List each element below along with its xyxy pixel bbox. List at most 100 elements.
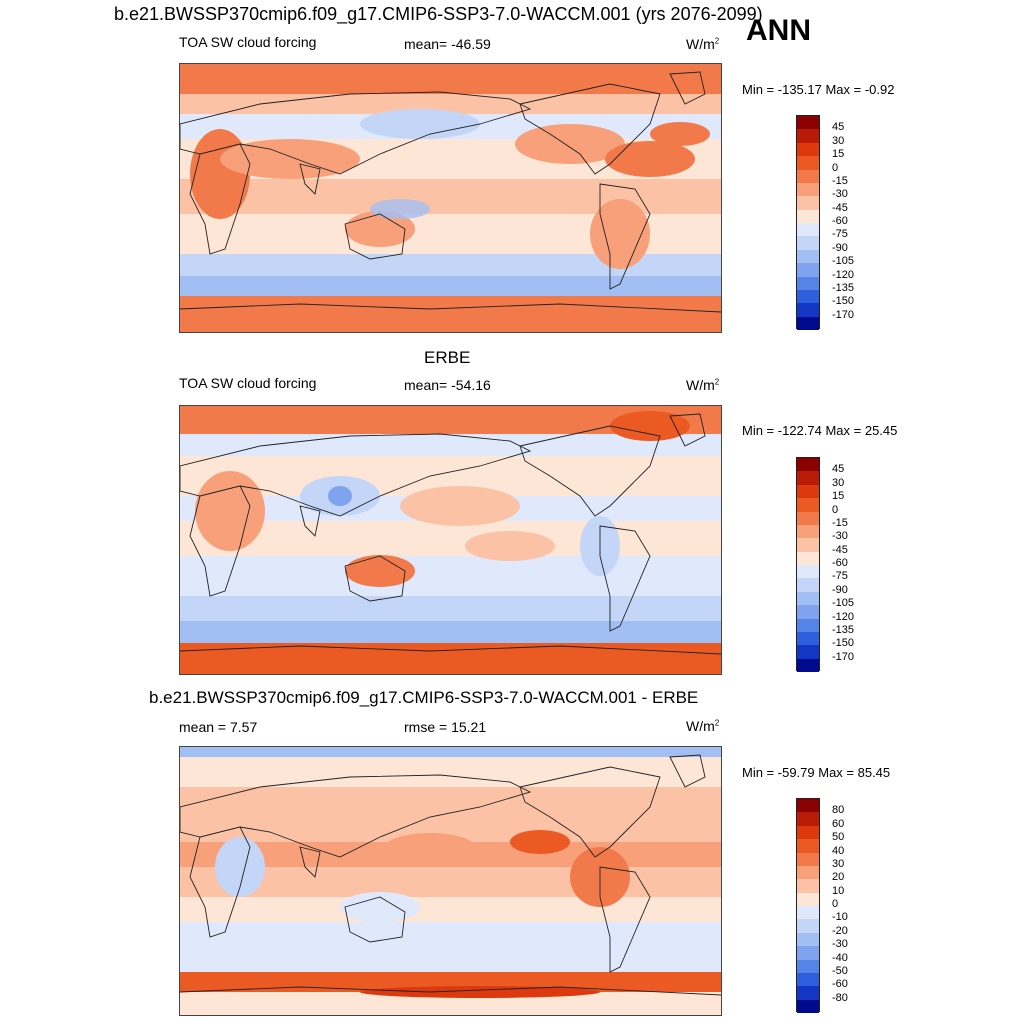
colorbar-tick-label: 30 xyxy=(832,857,845,870)
colorbar-swatch xyxy=(797,156,819,170)
page-title: b.e21.BWSSP370cmip6.f09_g17.CMIP6-SSP3-7… xyxy=(114,4,763,24)
colorbar-tick-label: -10 xyxy=(832,911,848,924)
colorbar-swatch xyxy=(797,169,819,183)
panel2-minmax: Min = -122.74 Max = 25.45 xyxy=(742,423,898,438)
panel3-rmse-label: rmse = 15.21 xyxy=(404,719,487,735)
panel1-units: W/m2 xyxy=(686,36,720,52)
panel2-colorbar xyxy=(796,457,820,672)
colorbar-swatch xyxy=(797,825,819,840)
colorbar-tick-label: -30 xyxy=(832,188,848,201)
colorbar-tick-label: 15 xyxy=(832,148,845,161)
panel2-variable-label: TOA SW cloud forcing xyxy=(179,375,317,391)
colorbar-tick-label: -60 xyxy=(832,978,848,991)
panel3-title: b.e21.BWSSP370cmip6.f09_g17.CMIP6-SSP3-7… xyxy=(149,688,699,707)
coastline-layer xyxy=(180,71,721,313)
colorbar-tick-label: -150 xyxy=(832,295,855,308)
panel1-minmax: Min = -135.17 Max = -0.92 xyxy=(742,82,895,97)
colorbar-swatch xyxy=(797,551,819,565)
colorbar-swatch xyxy=(797,458,819,472)
colorbar-swatch xyxy=(797,142,819,157)
colorbar-swatch xyxy=(797,892,819,906)
colorbar-swatch xyxy=(797,316,819,330)
colorbar-swatch xyxy=(797,852,819,866)
colorbar-tick-label: -80 xyxy=(832,991,848,1004)
colorbar-swatch xyxy=(797,986,819,1000)
colorbar-swatch xyxy=(797,223,819,237)
colorbar-swatch xyxy=(797,565,819,579)
colorbar-swatch xyxy=(797,484,819,499)
colorbar-tick-label: -40 xyxy=(832,951,848,964)
colorbar-swatch xyxy=(797,498,819,512)
colorbar-tick-label: -45 xyxy=(832,543,848,556)
panel3-map xyxy=(179,746,722,1016)
colorbar-tick-label: 20 xyxy=(832,871,845,884)
coastline-layer xyxy=(180,754,721,996)
colorbar-swatch xyxy=(797,263,819,277)
colorbar-swatch xyxy=(797,578,819,592)
panel3-units: W/m2 xyxy=(686,718,720,734)
panel2-units: W/m2 xyxy=(686,377,720,393)
panel3-mean-label: mean = 7.57 xyxy=(179,719,258,735)
panel2-mean-label: mean= -54.16 xyxy=(404,377,491,393)
coastline-layer xyxy=(180,413,721,655)
colorbar-swatch xyxy=(797,524,819,539)
colorbar-swatch xyxy=(797,209,819,223)
colorbar-swatch xyxy=(797,511,819,525)
colorbar-swatch xyxy=(797,471,819,485)
colorbar-tick-label: -60 xyxy=(832,215,848,227)
colorbar-swatch xyxy=(797,591,819,606)
colorbar-tick-label: -45 xyxy=(832,201,848,214)
colorbar-tick-label: -75 xyxy=(832,228,848,241)
colorbar-swatch xyxy=(797,303,819,317)
colorbar-swatch xyxy=(797,249,819,264)
colorbar-tick-label: -135 xyxy=(832,281,855,294)
colorbar-swatch xyxy=(797,289,819,304)
colorbar-tick-label: -15 xyxy=(832,516,848,529)
colorbar-tick-label: -90 xyxy=(832,583,848,596)
colorbar-swatch xyxy=(797,605,819,619)
colorbar-tick-label: 80 xyxy=(832,804,845,817)
colorbar-swatch xyxy=(797,618,819,632)
colorbar-swatch xyxy=(797,799,819,813)
colorbar-swatch xyxy=(797,236,819,250)
colorbar-tick-label: 45 xyxy=(832,121,845,134)
colorbar-swatch xyxy=(797,276,819,290)
colorbar-tick-label: -50 xyxy=(832,964,848,977)
colorbar-tick-label: -135 xyxy=(832,623,855,636)
colorbar-swatch xyxy=(797,879,819,893)
colorbar-tick-label: 50 xyxy=(832,831,845,844)
colorbar-swatch xyxy=(797,932,819,947)
colorbar-tick-label: -120 xyxy=(832,610,855,623)
colorbar-tick-label: 0 xyxy=(832,503,839,516)
colorbar-swatch xyxy=(797,645,819,659)
colorbar-tick-label: -75 xyxy=(832,570,848,583)
colorbar-tick-label: -30 xyxy=(832,530,848,543)
colorbar-tick-label: 40 xyxy=(832,844,845,857)
colorbar-tick-label: 15 xyxy=(832,490,845,503)
panel1-colorbar xyxy=(796,115,820,330)
colorbar-swatch xyxy=(797,658,819,672)
colorbar-swatch xyxy=(797,538,819,552)
colorbar-swatch xyxy=(797,972,819,987)
colorbar-swatch xyxy=(797,129,819,143)
colorbar-swatch xyxy=(797,999,819,1013)
colorbar-swatch xyxy=(797,959,819,973)
colorbar-tick-label: 10 xyxy=(832,884,845,897)
colorbar-swatch xyxy=(797,865,819,880)
colorbar-tick-label: 30 xyxy=(832,134,845,147)
colorbar-swatch xyxy=(797,116,819,130)
colorbar-tick-label: -60 xyxy=(832,557,848,569)
colorbar-tick-label: 0 xyxy=(832,161,839,174)
colorbar-tick-label: -15 xyxy=(832,174,848,187)
season-label: ANN xyxy=(746,14,811,47)
colorbar-swatch xyxy=(797,812,819,826)
colorbar-tick-label: -20 xyxy=(832,924,848,937)
colorbar-tick-label: 45 xyxy=(832,463,845,476)
panel1-mean-label: mean= -46.59 xyxy=(404,36,491,52)
colorbar-swatch xyxy=(797,631,819,646)
colorbar-tick-label: -105 xyxy=(832,255,855,268)
panel2-map xyxy=(179,405,722,675)
panel1-map xyxy=(179,63,722,333)
colorbar-swatch xyxy=(797,919,819,933)
colorbar-tick-label: -170 xyxy=(832,308,855,321)
